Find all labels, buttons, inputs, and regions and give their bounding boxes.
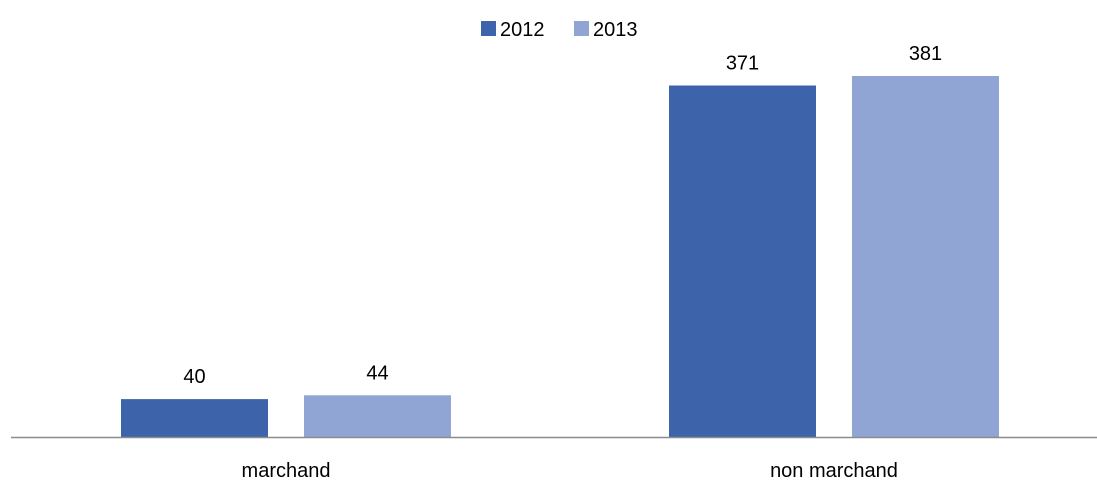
bar-2012-marchand bbox=[121, 399, 268, 437]
legend-swatch-2012 bbox=[481, 21, 496, 36]
legend-swatch-2013 bbox=[574, 21, 589, 36]
category-label-non-marchand: non marchand bbox=[770, 460, 898, 481]
legend-label-2013: 2013 bbox=[593, 19, 638, 41]
data-label-2012-marchand: 40 bbox=[183, 366, 205, 388]
bar-2012-non-marchand bbox=[669, 85, 816, 437]
data-label-2012-non-marchand: 371 bbox=[726, 53, 759, 75]
category-label-marchand: marchand bbox=[242, 460, 331, 481]
data-label-2013-non-marchand: 381 bbox=[909, 43, 942, 65]
category-labels-group: marchand non marchand bbox=[242, 460, 898, 481]
legend: 2012 2013 bbox=[481, 19, 638, 41]
data-label-2013-marchand: 44 bbox=[366, 362, 388, 384]
bar-2013-non-marchand bbox=[852, 76, 999, 437]
data-labels-group: 40 44 371 381 bbox=[183, 43, 942, 388]
legend-label-2012: 2012 bbox=[500, 19, 545, 41]
bar-2013-marchand bbox=[304, 395, 451, 437]
bars-group bbox=[121, 76, 999, 437]
